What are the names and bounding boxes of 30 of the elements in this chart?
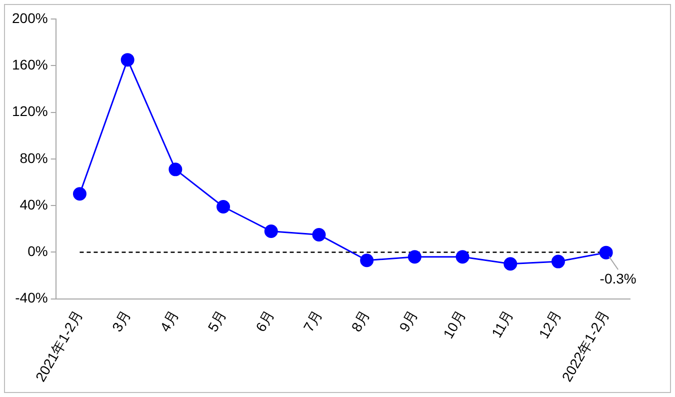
y-tick-label: 160%	[12, 56, 48, 72]
y-tick-label: 80%	[20, 150, 48, 166]
point	[216, 200, 230, 214]
x-tick-label: 12月	[536, 307, 564, 342]
point	[264, 224, 278, 238]
point	[312, 228, 326, 242]
y-tick-label: 200%	[12, 10, 48, 26]
point	[72, 187, 86, 201]
point	[551, 254, 565, 268]
x-tick-label: 4月	[156, 307, 182, 334]
point	[360, 254, 374, 268]
point	[120, 53, 134, 67]
y-tick-label: -40%	[15, 290, 48, 306]
point	[599, 246, 613, 260]
y-tick-label: 40%	[20, 196, 48, 212]
point	[408, 250, 422, 264]
y-tick-label: 120%	[12, 103, 48, 120]
point	[168, 162, 182, 176]
x-tick-label: 11月	[488, 307, 516, 340]
point	[456, 250, 470, 264]
annotation: -0.3%	[600, 270, 636, 286]
x-tick-label: 7月	[300, 307, 325, 334]
x-tick-label: 8月	[348, 307, 373, 334]
x-tick-label: 10月	[440, 307, 468, 342]
y-tick-label: 0%	[28, 243, 48, 260]
point	[504, 257, 518, 271]
x-tick-label: 5月	[204, 307, 230, 334]
x-tick-label: 3月	[108, 307, 134, 334]
x-tick-label: 6月	[252, 307, 278, 334]
x-tick-label: 9月	[396, 307, 421, 334]
